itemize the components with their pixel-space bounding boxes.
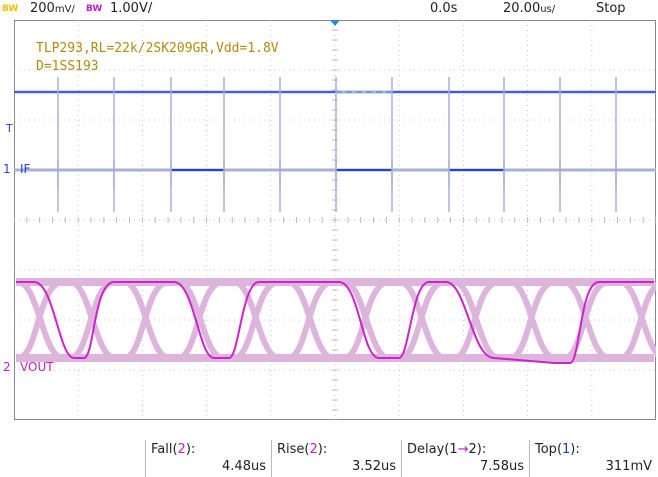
- ch2-bw-badge: BW: [86, 4, 103, 14]
- vout-eye-rise: [343, 279, 390, 361]
- waveform-display: [14, 20, 656, 420]
- vout-eye-rise: [177, 279, 224, 361]
- vout-eye-rise: [453, 279, 500, 361]
- vout-persist-low: [16, 354, 654, 362]
- ch2-scale: 1.00V/: [110, 1, 153, 16]
- annotation-line-1: TLP293,RL=22k/2SK209GR,Vdd=1.8V: [36, 41, 279, 56]
- ch2-label: VOUT: [20, 360, 54, 374]
- annotation-box: TLP293,RL=22k/2SK209GR,Vdd=1.8V D=1SS193: [36, 40, 279, 76]
- measurement-fall: Fall(2): 4.48us: [145, 440, 272, 477]
- measurement-rise: Rise(2): 3.52us: [271, 440, 402, 477]
- vout-eye-rise: [233, 279, 280, 361]
- vout-eye-rise: [287, 279, 334, 361]
- measurement-delay: Delay(1→2): 7.58us: [401, 440, 530, 477]
- measurement-fall-value: 4.48us: [222, 459, 266, 474]
- vout-eye-rise: [399, 279, 446, 361]
- measurement-top-value: 311mV: [605, 459, 652, 474]
- vout-eye-rise: [17, 279, 64, 361]
- ch1-bw-badge: BW: [2, 4, 19, 14]
- ch1-ground-marker[interactable]: 1: [3, 162, 11, 176]
- ch2-ground-marker[interactable]: 2: [3, 360, 11, 374]
- run-state: Stop: [596, 1, 626, 16]
- vout-eye-rise: [509, 279, 556, 361]
- vout-eye-rise: [563, 279, 610, 361]
- ch1-label: IF: [20, 162, 31, 176]
- vout-eye-rise: [69, 279, 116, 361]
- measurement-rise-value: 3.52us: [352, 459, 396, 474]
- measurement-top: Top(1): 311mV: [529, 440, 658, 477]
- status-bar: BW 200mV/ BW 1.00V/ 0.0s 20.00us/ Stop: [0, 0, 658, 18]
- timebase: 20.00us/: [503, 1, 556, 16]
- ch1-scale: 200mV/: [30, 1, 75, 16]
- vout-eye-rise: [619, 282, 656, 361]
- waveform-canvas: [14, 20, 656, 420]
- annotation-line-2: D=1SS193: [36, 59, 99, 74]
- trigger-level-marker[interactable]: T: [6, 122, 13, 135]
- vout-eye-rise: [123, 279, 170, 361]
- vout-trace: [16, 281, 654, 364]
- trigger-position-marker: [330, 20, 340, 26]
- trigger-position: 0.0s: [430, 1, 458, 16]
- measurement-delay-value: 7.58us: [480, 459, 524, 474]
